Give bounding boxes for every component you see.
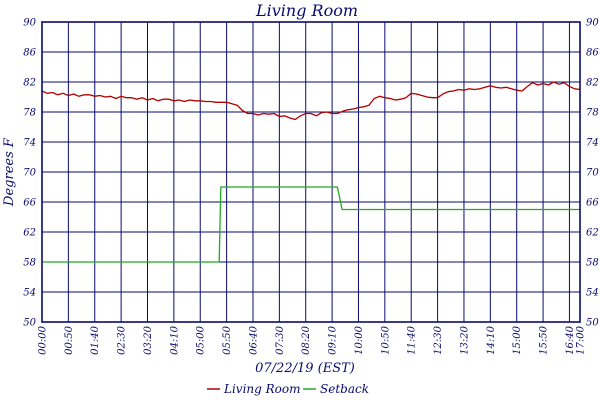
y-tick-label-right: 50 (586, 318, 599, 329)
y-tick-label: 74 (23, 138, 36, 149)
y-tick-label-right: 74 (586, 138, 599, 149)
y-tick-labels-right: 50 54 58 62 66 70 74 78 82 86 90 (586, 18, 599, 329)
legend-setback-label: Setback (320, 382, 369, 396)
legend-living-room-label: Living Room (223, 382, 301, 396)
y-tick-label-right: 62 (586, 228, 599, 239)
legend: Living Room Setback (207, 382, 369, 396)
x-tick-label: 17:00 (576, 325, 587, 354)
x-tick-label: 05:00 (196, 325, 207, 354)
y-tick-label: 58 (23, 258, 36, 269)
x-tick-label: 04:10 (169, 325, 180, 354)
x-tick-labels: 00:00 00:50 01:40 02:30 03:20 04:10 05:00 05:50… (38, 325, 587, 354)
x-tick-label: 15:00 (512, 325, 523, 354)
x-tick-label: 01:40 (90, 325, 101, 354)
y-tick-label: 50 (23, 318, 36, 329)
x-tick-label: 05:50 (222, 325, 233, 354)
series-line-living-room (41, 81, 581, 121)
x-tick-label: 07:30 (275, 325, 286, 354)
x-tick-label: 09:10 (328, 325, 339, 354)
x-tick-label: 00:00 (38, 325, 49, 354)
chart-title: Living Room (255, 1, 358, 20)
y-tick-label: 90 (23, 18, 36, 29)
x-tick-label: 02:30 (117, 325, 128, 354)
y-tick-label-right: 86 (586, 48, 599, 59)
x-tick-label: 10:50 (380, 325, 391, 354)
y-tick-label-right: 90 (586, 18, 599, 29)
x-tick-label: 13:20 (459, 325, 470, 354)
y-tick-label: 66 (23, 198, 36, 209)
y-tick-label: 54 (23, 288, 36, 299)
plot-frame (41, 21, 581, 323)
series-line-setback (42, 186, 580, 263)
x-tick-label: 14:10 (486, 325, 497, 354)
y-tick-label-right: 78 (586, 108, 599, 119)
y-tick-labels-left: 50 54 58 62 66 70 74 78 82 86 90 (23, 18, 36, 329)
x-tick-label: 16:40 (565, 325, 576, 354)
x-tick-label: 06:40 (248, 325, 259, 354)
y-tick-label: 82 (23, 78, 36, 89)
y-tick-label-right: 70 (586, 168, 599, 179)
y-tick-label-right: 54 (586, 288, 599, 299)
x-axis-label: 07/22/19 (EST) (255, 361, 355, 376)
y-tick-label: 78 (23, 108, 36, 119)
x-tick-label: 10:00 (354, 325, 365, 354)
x-tick-label: 00:50 (64, 325, 75, 354)
y-tick-label-right: 66 (586, 198, 599, 209)
y-tick-label-right: 58 (586, 258, 599, 269)
x-tick-label: 12:30 (433, 325, 444, 354)
x-tick-label: 03:20 (143, 325, 154, 354)
x-tick-label: 11:40 (407, 325, 418, 354)
x-tick-label: 08:20 (301, 325, 312, 354)
y-tick-label: 86 (23, 48, 36, 59)
x-tick-label: 15:50 (539, 325, 550, 354)
y-axis-label: Degrees F (2, 137, 17, 207)
y-tick-label: 62 (23, 228, 36, 239)
series (41, 81, 581, 263)
grid (41, 21, 581, 323)
y-tick-label-right: 82 (586, 78, 599, 89)
y-tick-label: 70 (23, 168, 36, 179)
